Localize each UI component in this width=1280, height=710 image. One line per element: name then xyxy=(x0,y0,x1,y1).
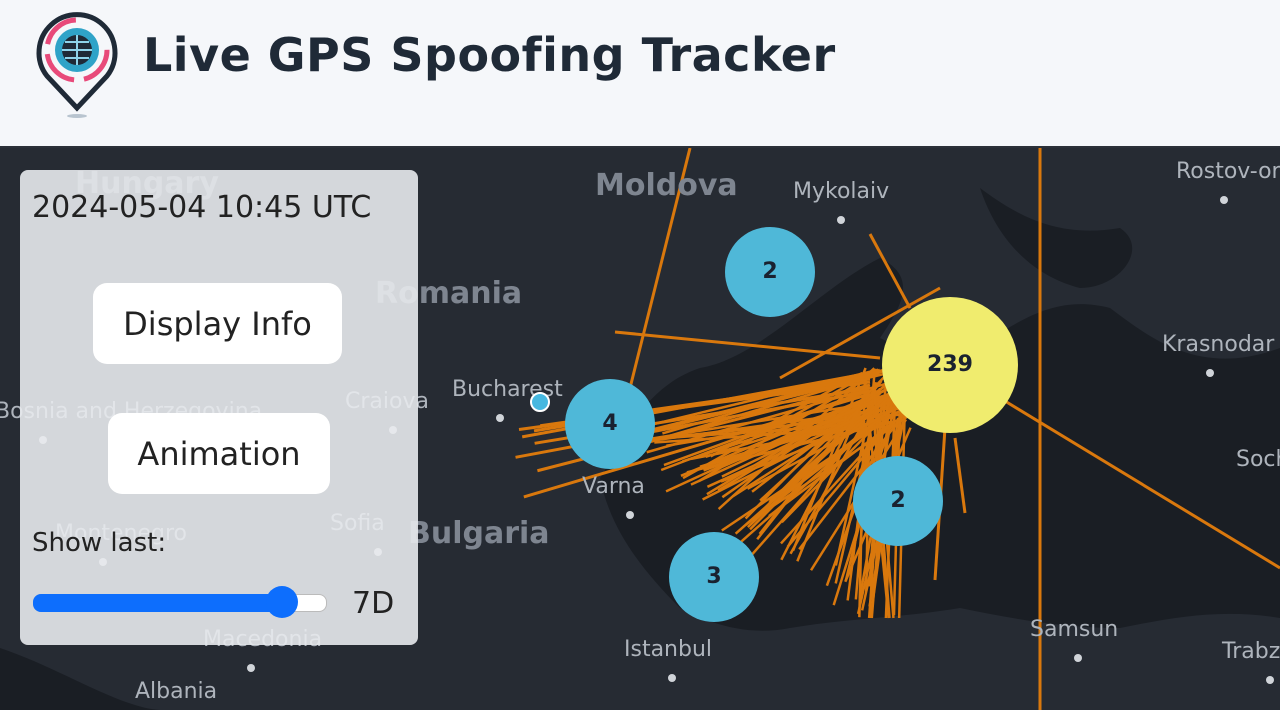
city-label: Trabzon xyxy=(1221,639,1280,664)
app-title: Live GPS Spoofing Tracker xyxy=(143,28,836,82)
track-line xyxy=(663,390,865,467)
city-label: Samsun xyxy=(1030,617,1118,642)
logo xyxy=(36,12,118,118)
track-line xyxy=(702,389,918,501)
cluster-count: 239 xyxy=(927,352,973,377)
slider-thumb[interactable] xyxy=(266,586,298,618)
cluster-count: 4 xyxy=(602,411,617,436)
slider-value: 7D xyxy=(352,586,395,621)
animation-button[interactable]: Animation xyxy=(108,413,330,494)
track-line xyxy=(999,396,1280,570)
city-dot xyxy=(247,664,255,672)
cluster xyxy=(725,227,815,317)
track-line xyxy=(690,386,905,486)
track-line xyxy=(523,392,871,499)
track-line xyxy=(953,437,967,514)
track-line xyxy=(868,233,912,309)
cluster xyxy=(669,532,759,622)
track-line xyxy=(746,401,909,490)
city-dot xyxy=(1074,654,1082,662)
cluster xyxy=(882,297,1018,433)
cluster xyxy=(565,379,655,469)
city-label: Varna xyxy=(582,474,645,499)
timestamp: 2024-05-04 10:45 UTC xyxy=(32,190,372,225)
slider-label: Show last: xyxy=(32,528,167,558)
country-label: Bulgaria xyxy=(408,516,550,551)
city-dot xyxy=(837,216,845,224)
track-line xyxy=(734,398,889,535)
header: Live GPS Spoofing Tracker xyxy=(0,0,1280,148)
city-label: Rostov-on-Don xyxy=(1176,159,1280,184)
city-dot xyxy=(496,414,504,422)
country-label: Moldova xyxy=(595,168,738,203)
track-line xyxy=(628,148,692,389)
cluster-count: 2 xyxy=(890,488,905,513)
cluster-count: 3 xyxy=(706,564,721,589)
slider-fill xyxy=(33,594,283,612)
track-line xyxy=(780,416,885,524)
control-panel: 2024-05-04 10:45 UTC Display Info Animat… xyxy=(20,170,418,645)
city-dot xyxy=(668,674,676,682)
city-dot xyxy=(1266,676,1274,684)
track-line xyxy=(779,286,941,380)
spoofing-lines xyxy=(515,148,1280,710)
cluster-count: 2 xyxy=(762,259,777,284)
city-dot xyxy=(626,511,634,519)
track-line xyxy=(706,410,873,488)
city-dot xyxy=(1220,196,1228,204)
city-label: Istanbul xyxy=(624,637,712,662)
cluster xyxy=(853,456,943,546)
display-info-button[interactable]: Display Info xyxy=(93,283,342,364)
city-label: Krasnodar xyxy=(1162,332,1275,357)
track-line xyxy=(768,392,891,503)
city-dot xyxy=(1206,369,1214,377)
track-line xyxy=(614,330,881,360)
city-label: Mykolaiv xyxy=(793,179,889,204)
city-label: Sochi xyxy=(1236,447,1280,472)
city-label: Albania xyxy=(135,679,217,704)
location-dot xyxy=(530,392,550,412)
track-line xyxy=(780,394,867,561)
